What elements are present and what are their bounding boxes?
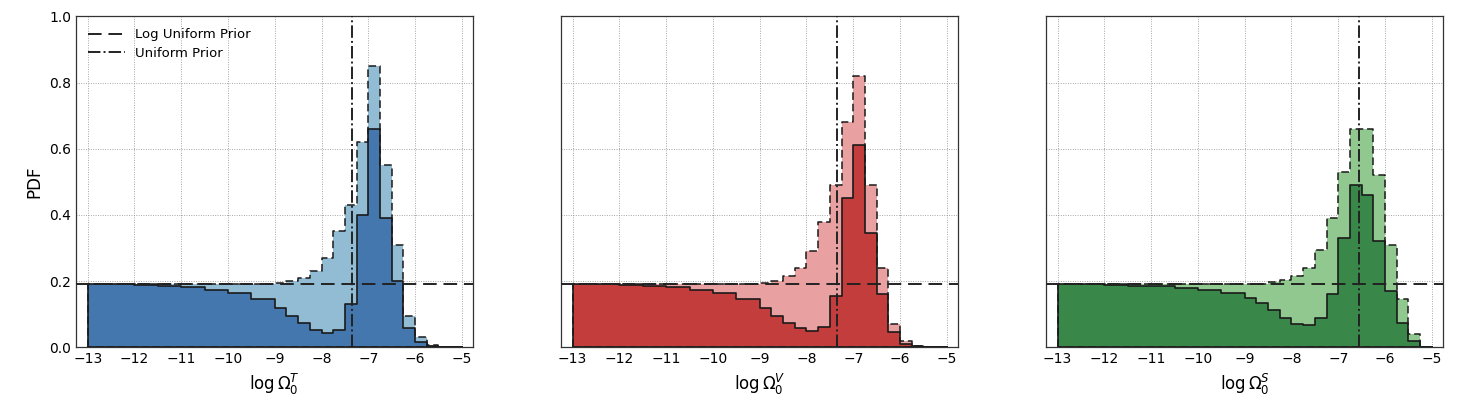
X-axis label: $\log \Omega_0^T$: $\log \Omega_0^T$ — [250, 372, 300, 397]
X-axis label: $\log \Omega_0^S$: $\log \Omega_0^S$ — [1220, 372, 1270, 397]
Legend: Log Uniform Prior, Uniform Prior: Log Uniform Prior, Uniform Prior — [83, 23, 256, 65]
X-axis label: $\log \Omega_0^V$: $\log \Omega_0^V$ — [733, 372, 786, 397]
Y-axis label: PDF: PDF — [25, 166, 44, 198]
